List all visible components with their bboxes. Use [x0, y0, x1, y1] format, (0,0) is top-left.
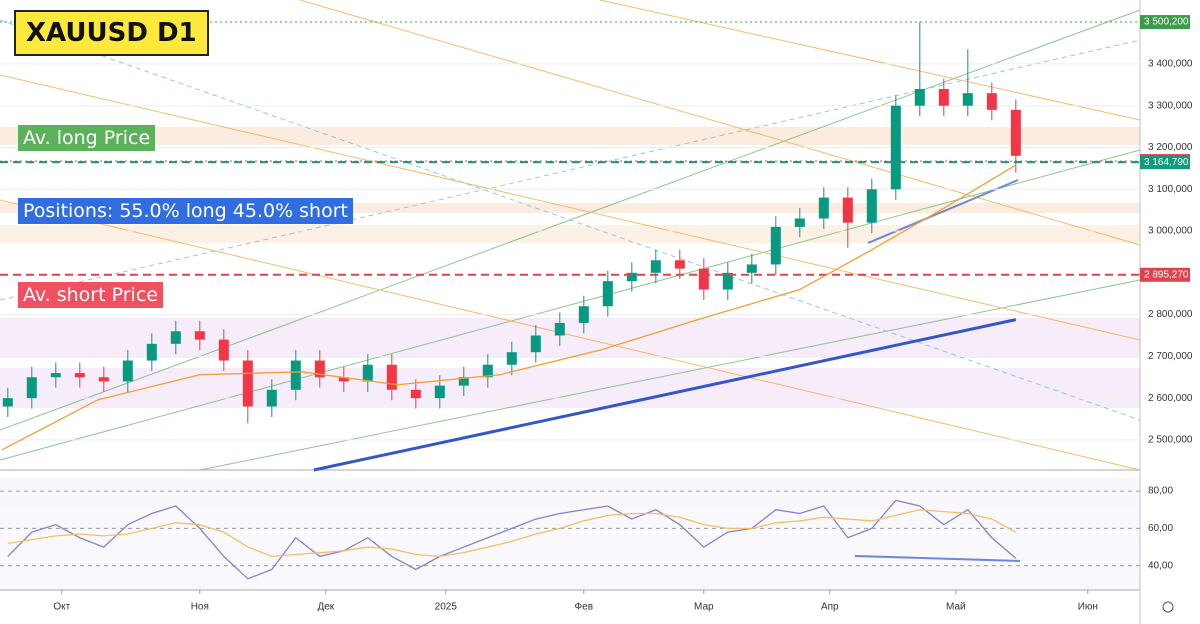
candle-body [170, 331, 181, 344]
settings-icon[interactable] [1162, 601, 1174, 613]
series-line [313, 318, 1017, 472]
candle-body [794, 218, 805, 227]
candle-body [2, 398, 13, 407]
y-tick-label: 3 100,000 [1148, 184, 1193, 195]
x-tick-label: Мар [694, 602, 714, 613]
candle-body [674, 260, 685, 269]
candle-body [506, 352, 517, 365]
price-label-bg [1140, 15, 1190, 30]
x-tick-label: Июн [1078, 602, 1098, 613]
candle-body [482, 364, 493, 378]
annotation: Av. long Price [18, 125, 156, 151]
candle-body [218, 339, 229, 361]
price-label-bg [1140, 267, 1190, 282]
y-tick-label: 3 000,000 [1148, 226, 1193, 237]
y-tick-label: 2 500,000 [1148, 435, 1193, 446]
price-label: 2 895,270 [1144, 269, 1189, 280]
candle-body [1010, 109, 1021, 156]
candle-body [194, 331, 205, 340]
y-tick-label: 2 800,000 [1148, 309, 1193, 320]
y-tick-label: 40,00 [1148, 560, 1173, 571]
zones [0, 127, 1140, 590]
x-tick-label: Май [946, 602, 966, 613]
x-tick-label: Ноя [191, 602, 209, 613]
chart-title: XAUUSD D1 [14, 10, 209, 56]
candle-body [74, 373, 85, 378]
series-line [7, 499, 1017, 580]
candle-body [26, 377, 37, 399]
candle-body [650, 260, 661, 273]
candle-body [146, 343, 157, 361]
candle-body [602, 281, 613, 307]
candle-body [914, 88, 925, 106]
candle-body [722, 272, 733, 290]
candle-body [410, 389, 421, 399]
candle-body [314, 360, 325, 378]
y-tick-label: 3 200,000 [1148, 142, 1193, 153]
annotation: Positions: 55.0% long 45.0% short [18, 198, 353, 224]
x-tick-label: Окт [53, 602, 70, 613]
candle-body [770, 226, 781, 265]
price-label-bg [1140, 155, 1190, 170]
x-tick-label: Дек [317, 602, 334, 613]
x-tick-label: 2025 [435, 602, 458, 613]
price-label: 3 164,790 [1144, 157, 1189, 168]
candle-body [242, 360, 253, 407]
candle-body [50, 373, 61, 378]
candle-body [626, 272, 637, 282]
candle-body [98, 377, 109, 382]
candle-body [578, 306, 589, 323]
y-tick-label: 3 300,000 [1148, 100, 1193, 111]
x-tick-label: Фев [575, 602, 593, 613]
candle-body [938, 88, 949, 106]
candle-body [962, 93, 973, 106]
y-tick-label: 2 700,000 [1148, 351, 1193, 362]
y-tick-label: 60,00 [1148, 523, 1173, 534]
candle-body [266, 389, 277, 407]
candle-body [866, 189, 877, 223]
candle-body [386, 364, 397, 390]
candle-body [362, 364, 373, 382]
series-line [1, 164, 1017, 451]
candle-body [818, 197, 829, 219]
candle-body [746, 264, 757, 273]
candle-body [698, 268, 709, 290]
candle-body [122, 360, 133, 382]
candle-body [434, 385, 445, 399]
y-tick-label: 80,00 [1148, 486, 1173, 497]
y-tick-label: 2 600,000 [1148, 393, 1193, 404]
candle-body [338, 377, 349, 382]
candle-body [290, 360, 301, 390]
trend-lines [0, 0, 1141, 624]
candle-body [554, 322, 565, 336]
price-label: 3 500,200 [1144, 17, 1189, 28]
annotation: Av. short Price [18, 282, 163, 308]
candle-body [890, 105, 901, 190]
candle-body [986, 93, 997, 110]
series-line [7, 509, 1017, 558]
x-tick-label: Апр [821, 602, 839, 613]
candle-body [458, 377, 469, 386]
candle-body [842, 197, 853, 223]
candle-body [530, 335, 541, 353]
y-tick-label: 3 400,000 [1148, 59, 1193, 70]
